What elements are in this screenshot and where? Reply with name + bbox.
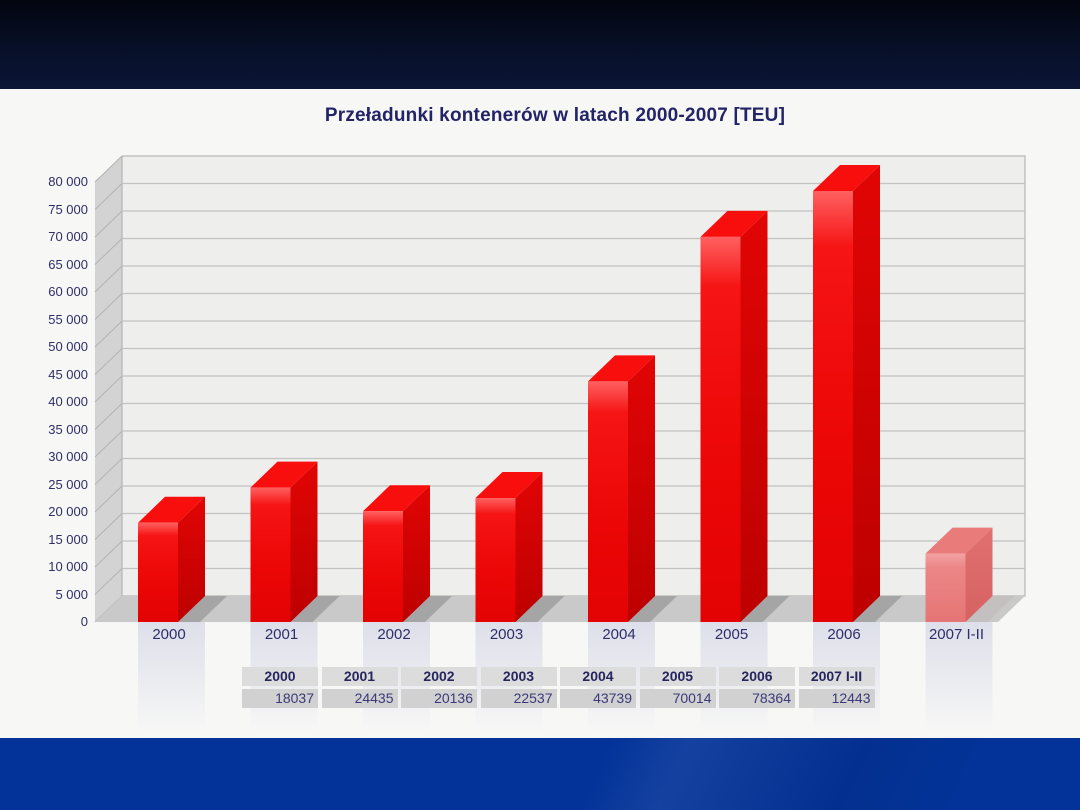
bar-front-face: [475, 498, 516, 622]
x-category-label: 2004: [602, 626, 636, 643]
bar-top-face: [363, 485, 430, 512]
y-tick-label: 60 000: [48, 284, 88, 299]
banner-swoosh-decoration: [0, 738, 1080, 810]
bar-side-face: [178, 496, 205, 622]
wall-gridline: [94, 265, 123, 293]
bar-top-face: [475, 472, 543, 499]
x-category-label: 2001: [264, 626, 299, 643]
y-tick-label: 80 000: [48, 174, 88, 189]
wall-gridline: [94, 430, 123, 458]
table-header-cell: 2006: [719, 667, 795, 686]
table-value-cell: 43739: [560, 689, 636, 708]
table-value-cell: 22537: [480, 689, 557, 708]
wall-gridline: [94, 375, 123, 403]
bar-floor-shadow: [178, 596, 227, 622]
bar-side-face: [965, 527, 993, 622]
table-value-cell: 12443: [798, 689, 875, 708]
x-category-label: 2005: [714, 626, 749, 643]
y-tick-label: 35 000: [48, 421, 88, 437]
wall-gridline: [94, 513, 123, 540]
y-tick-label: 15 000: [48, 531, 88, 547]
table-header-cell: 2004: [560, 667, 636, 686]
table-header-cell: 2000: [242, 667, 318, 686]
bar-top-face: [813, 164, 880, 191]
table-value-cell: 24435: [321, 689, 398, 708]
wall-gridline: [94, 155, 123, 183]
table-header-cell: 2001: [321, 667, 398, 686]
bar-side-face: [515, 472, 543, 622]
bar-side-face: [740, 210, 768, 622]
y-tick-label: 75 000: [48, 201, 88, 217]
y-tick-label: 40 000: [48, 394, 88, 409]
bar-reflection: [925, 622, 993, 732]
wall-gridline: [94, 320, 123, 348]
bar-floor-shadow: [740, 596, 790, 622]
table-header-cell: 2002: [401, 667, 477, 686]
bar-side-face: [403, 485, 430, 622]
y-tick-label: 20 000: [48, 504, 88, 519]
top-banner: [0, 0, 1080, 89]
table-value-cell: 18037: [242, 689, 318, 708]
wall-gridline: [94, 238, 123, 265]
y-tick-label: 70 000: [48, 229, 88, 244]
y-tick-label: 50 000: [48, 339, 88, 354]
wall-gridline: [94, 540, 123, 568]
bar-floor-shadow: [853, 596, 902, 622]
wall-gridline: [94, 568, 123, 595]
bar-front-face: [363, 511, 403, 622]
wall-gridline: [94, 210, 123, 238]
y-tick-label: 55 000: [48, 311, 88, 327]
y-tick-label: 30 000: [48, 449, 88, 464]
x-category-label: 2002: [377, 626, 411, 643]
y-tick-label: 25 000: [48, 476, 88, 492]
table-value-cell: 70014: [639, 689, 716, 708]
bottom-banner: [0, 738, 1080, 810]
x-category-label: 2006: [827, 626, 861, 643]
bar-front-face: [925, 553, 966, 622]
chart-title: Przeładunki kontenerów w latach 2000-200…: [324, 105, 786, 126]
y-tick-label: 45 000: [48, 366, 88, 382]
table-header-cell: 2005: [639, 667, 716, 686]
bar-top-face: [925, 527, 993, 554]
bar-front-face: [250, 487, 291, 622]
wall-gridline: [94, 348, 123, 375]
bar-front-face: [138, 522, 178, 622]
y-tick-label: 0: [80, 614, 88, 629]
bar-floor-shadow: [290, 596, 340, 622]
y-tick-label: 10 000: [48, 559, 88, 574]
bar-top-face: [700, 210, 768, 237]
wall-gridline: [94, 485, 123, 513]
x-category-label: 2003: [489, 626, 524, 643]
wall-gridline: [94, 183, 123, 210]
bar-front-face: [588, 381, 628, 622]
bar-front-face: [813, 190, 853, 623]
bar-top-face: [138, 496, 205, 523]
wall-gridline: [94, 458, 123, 485]
y-tick-label: 65 000: [48, 256, 88, 272]
wall-gridline: [94, 403, 123, 430]
bar-floor-shadow: [628, 596, 677, 622]
bar-top-face: [588, 355, 655, 382]
bar-reflection: [138, 622, 205, 732]
bar-floor-shadow: [403, 596, 452, 622]
table-header-cell: 2007 I-II: [798, 667, 875, 686]
y-tick-label: 5 000: [55, 586, 88, 602]
bar-floor-shadow: [965, 596, 1015, 622]
bar-floor-shadow: [515, 596, 565, 622]
bar-side-face: [853, 164, 880, 623]
bar-front-face: [700, 236, 741, 622]
bar-side-face: [290, 461, 318, 622]
x-category-label: 2000: [152, 626, 186, 643]
bar-top-face: [250, 461, 318, 488]
table-value-cell: 20136: [401, 689, 477, 708]
bar-side-face: [628, 355, 655, 622]
table-value-cell: 78364: [719, 689, 795, 708]
wall-gridline: [94, 293, 123, 320]
x-category-label: 2007 I-II: [928, 626, 985, 643]
table-header-cell: 2003: [480, 667, 557, 686]
